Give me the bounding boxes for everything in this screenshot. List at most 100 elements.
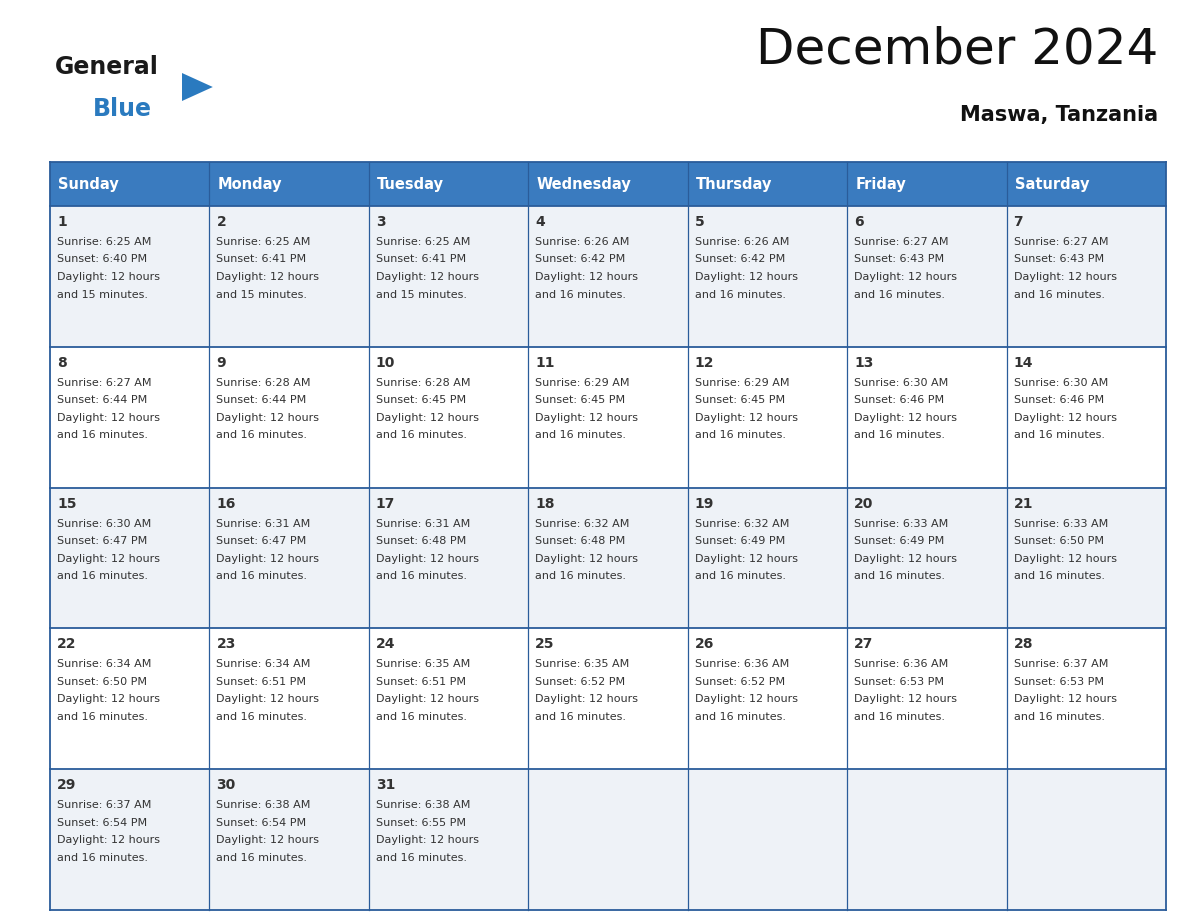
Text: Daylight: 12 hours: Daylight: 12 hours (375, 272, 479, 282)
Text: Daylight: 12 hours: Daylight: 12 hours (536, 413, 638, 423)
Text: Sunset: 6:47 PM: Sunset: 6:47 PM (57, 536, 147, 546)
Text: Daylight: 12 hours: Daylight: 12 hours (536, 694, 638, 704)
FancyBboxPatch shape (529, 162, 688, 206)
Text: and 16 minutes.: and 16 minutes. (854, 289, 946, 299)
Text: Sunrise: 6:28 AM: Sunrise: 6:28 AM (375, 378, 470, 387)
Text: 12: 12 (695, 356, 714, 370)
Text: 2: 2 (216, 215, 226, 229)
Text: and 16 minutes.: and 16 minutes. (57, 853, 148, 863)
Text: Daylight: 12 hours: Daylight: 12 hours (375, 554, 479, 564)
Text: and 15 minutes.: and 15 minutes. (216, 289, 308, 299)
Text: 4: 4 (536, 215, 545, 229)
Text: Thursday: Thursday (696, 176, 772, 192)
Text: and 16 minutes.: and 16 minutes. (375, 853, 467, 863)
Text: Daylight: 12 hours: Daylight: 12 hours (57, 694, 160, 704)
Text: and 16 minutes.: and 16 minutes. (1013, 289, 1105, 299)
FancyBboxPatch shape (847, 162, 1006, 206)
Text: Daylight: 12 hours: Daylight: 12 hours (375, 413, 479, 423)
Text: Sunset: 6:50 PM: Sunset: 6:50 PM (1013, 536, 1104, 546)
Text: 15: 15 (57, 497, 76, 510)
Text: Daylight: 12 hours: Daylight: 12 hours (57, 272, 160, 282)
Text: Sunset: 6:54 PM: Sunset: 6:54 PM (216, 818, 307, 828)
Text: 26: 26 (695, 637, 714, 652)
Text: Sunset: 6:52 PM: Sunset: 6:52 PM (536, 677, 625, 687)
Text: Sunset: 6:53 PM: Sunset: 6:53 PM (1013, 677, 1104, 687)
FancyBboxPatch shape (50, 629, 1165, 769)
Text: Sunset: 6:40 PM: Sunset: 6:40 PM (57, 254, 147, 264)
Text: Sunset: 6:52 PM: Sunset: 6:52 PM (695, 677, 785, 687)
Text: Sunset: 6:49 PM: Sunset: 6:49 PM (695, 536, 785, 546)
Text: Sunrise: 6:36 AM: Sunrise: 6:36 AM (695, 659, 789, 669)
Text: and 16 minutes.: and 16 minutes. (57, 711, 148, 722)
Text: and 16 minutes.: and 16 minutes. (695, 571, 785, 581)
Text: Sunrise: 6:31 AM: Sunrise: 6:31 AM (375, 519, 470, 529)
Text: and 15 minutes.: and 15 minutes. (57, 289, 148, 299)
Text: Sunrise: 6:27 AM: Sunrise: 6:27 AM (1013, 237, 1108, 247)
Text: Sunrise: 6:26 AM: Sunrise: 6:26 AM (695, 237, 789, 247)
Text: Sunset: 6:41 PM: Sunset: 6:41 PM (216, 254, 307, 264)
Text: Sunset: 6:48 PM: Sunset: 6:48 PM (536, 536, 626, 546)
Text: and 16 minutes.: and 16 minutes. (1013, 571, 1105, 581)
Text: Sunrise: 6:26 AM: Sunrise: 6:26 AM (536, 237, 630, 247)
Text: Daylight: 12 hours: Daylight: 12 hours (57, 554, 160, 564)
Text: 17: 17 (375, 497, 396, 510)
Text: Sunset: 6:53 PM: Sunset: 6:53 PM (854, 677, 944, 687)
Text: Daylight: 12 hours: Daylight: 12 hours (854, 272, 958, 282)
Text: Daylight: 12 hours: Daylight: 12 hours (536, 554, 638, 564)
FancyBboxPatch shape (368, 162, 529, 206)
Text: Sunrise: 6:35 AM: Sunrise: 6:35 AM (375, 659, 470, 669)
Text: 5: 5 (695, 215, 704, 229)
Text: and 16 minutes.: and 16 minutes. (695, 711, 785, 722)
Text: 19: 19 (695, 497, 714, 510)
Text: and 16 minutes.: and 16 minutes. (57, 571, 148, 581)
Text: Sunrise: 6:34 AM: Sunrise: 6:34 AM (57, 659, 151, 669)
Text: 20: 20 (854, 497, 873, 510)
Text: and 16 minutes.: and 16 minutes. (1013, 711, 1105, 722)
Text: Sunrise: 6:33 AM: Sunrise: 6:33 AM (854, 519, 948, 529)
Text: Sunrise: 6:33 AM: Sunrise: 6:33 AM (1013, 519, 1108, 529)
Text: 8: 8 (57, 356, 67, 370)
Text: Sunrise: 6:38 AM: Sunrise: 6:38 AM (216, 800, 311, 811)
Text: 27: 27 (854, 637, 873, 652)
Text: 31: 31 (375, 778, 396, 792)
Text: Sunset: 6:54 PM: Sunset: 6:54 PM (57, 818, 147, 828)
FancyBboxPatch shape (688, 162, 847, 206)
Text: Sunset: 6:44 PM: Sunset: 6:44 PM (57, 396, 147, 406)
Text: and 16 minutes.: and 16 minutes. (216, 571, 308, 581)
Text: 13: 13 (854, 356, 873, 370)
Text: Daylight: 12 hours: Daylight: 12 hours (57, 835, 160, 845)
Text: Sunset: 6:48 PM: Sunset: 6:48 PM (375, 536, 466, 546)
Text: Sunrise: 6:27 AM: Sunrise: 6:27 AM (57, 378, 152, 387)
Text: Saturday: Saturday (1015, 176, 1089, 192)
Text: Daylight: 12 hours: Daylight: 12 hours (375, 694, 479, 704)
Text: Daylight: 12 hours: Daylight: 12 hours (216, 554, 320, 564)
Text: 22: 22 (57, 637, 76, 652)
Text: Sunset: 6:46 PM: Sunset: 6:46 PM (1013, 396, 1104, 406)
Text: 18: 18 (536, 497, 555, 510)
Text: Sunrise: 6:25 AM: Sunrise: 6:25 AM (375, 237, 470, 247)
Text: Wednesday: Wednesday (536, 176, 631, 192)
Text: Daylight: 12 hours: Daylight: 12 hours (1013, 554, 1117, 564)
Text: 10: 10 (375, 356, 396, 370)
Text: 9: 9 (216, 356, 226, 370)
Text: Sunrise: 6:25 AM: Sunrise: 6:25 AM (57, 237, 151, 247)
Text: 30: 30 (216, 778, 235, 792)
Text: and 16 minutes.: and 16 minutes. (695, 431, 785, 441)
FancyBboxPatch shape (209, 162, 368, 206)
Text: Sunrise: 6:38 AM: Sunrise: 6:38 AM (375, 800, 470, 811)
Text: Daylight: 12 hours: Daylight: 12 hours (216, 413, 320, 423)
Text: and 16 minutes.: and 16 minutes. (536, 431, 626, 441)
Text: and 16 minutes.: and 16 minutes. (375, 431, 467, 441)
Text: Monday: Monday (217, 176, 282, 192)
Text: 11: 11 (536, 356, 555, 370)
Text: Tuesday: Tuesday (377, 176, 444, 192)
Text: and 16 minutes.: and 16 minutes. (216, 431, 308, 441)
Text: Sunrise: 6:30 AM: Sunrise: 6:30 AM (1013, 378, 1108, 387)
Text: Sunset: 6:45 PM: Sunset: 6:45 PM (695, 396, 785, 406)
Text: 21: 21 (1013, 497, 1034, 510)
FancyBboxPatch shape (50, 206, 1165, 347)
Text: Sunset: 6:44 PM: Sunset: 6:44 PM (216, 396, 307, 406)
Text: Maswa, Tanzania: Maswa, Tanzania (960, 105, 1158, 125)
Text: 24: 24 (375, 637, 396, 652)
Text: Sunrise: 6:37 AM: Sunrise: 6:37 AM (57, 800, 151, 811)
